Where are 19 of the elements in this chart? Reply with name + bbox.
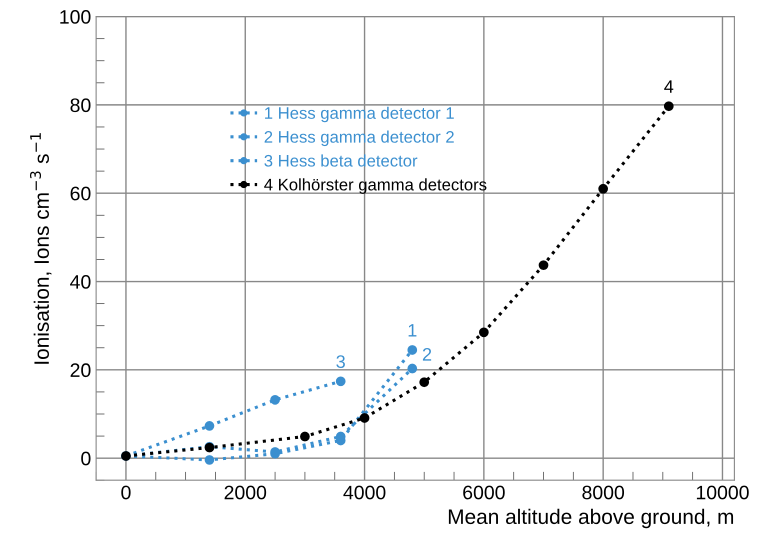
x-tick-label: 10000 [696,486,749,500]
x-tick-label: 6000 [463,486,505,500]
y-tick-label: 60 [70,186,91,200]
annotation: 4 [664,80,674,93]
x-axis-title: Mean altitude above ground, m [448,508,734,528]
annotation: 2 [422,348,432,361]
x-tick-label: 0 [121,486,131,500]
y-tick-label: 40 [70,274,91,289]
y-tick-label: 80 [70,98,91,112]
x-tick-label: 2000 [224,486,266,500]
legend-label: 4 Kolhörster gamma detectors [264,178,486,194]
x-tick-label: 8000 [582,486,624,500]
y-tick-label: 100 [60,10,91,24]
y-tick-label: 0 [81,452,91,466]
x-tick-label: 4000 [343,486,386,500]
annotation: 1 [408,324,416,336]
annotation: 3 [336,355,345,368]
y-tick-label: 20 [70,363,91,378]
y-axis-title: Ionisation, Ions cm$^{−3}$ s$^{−1}$ [30,133,52,364]
